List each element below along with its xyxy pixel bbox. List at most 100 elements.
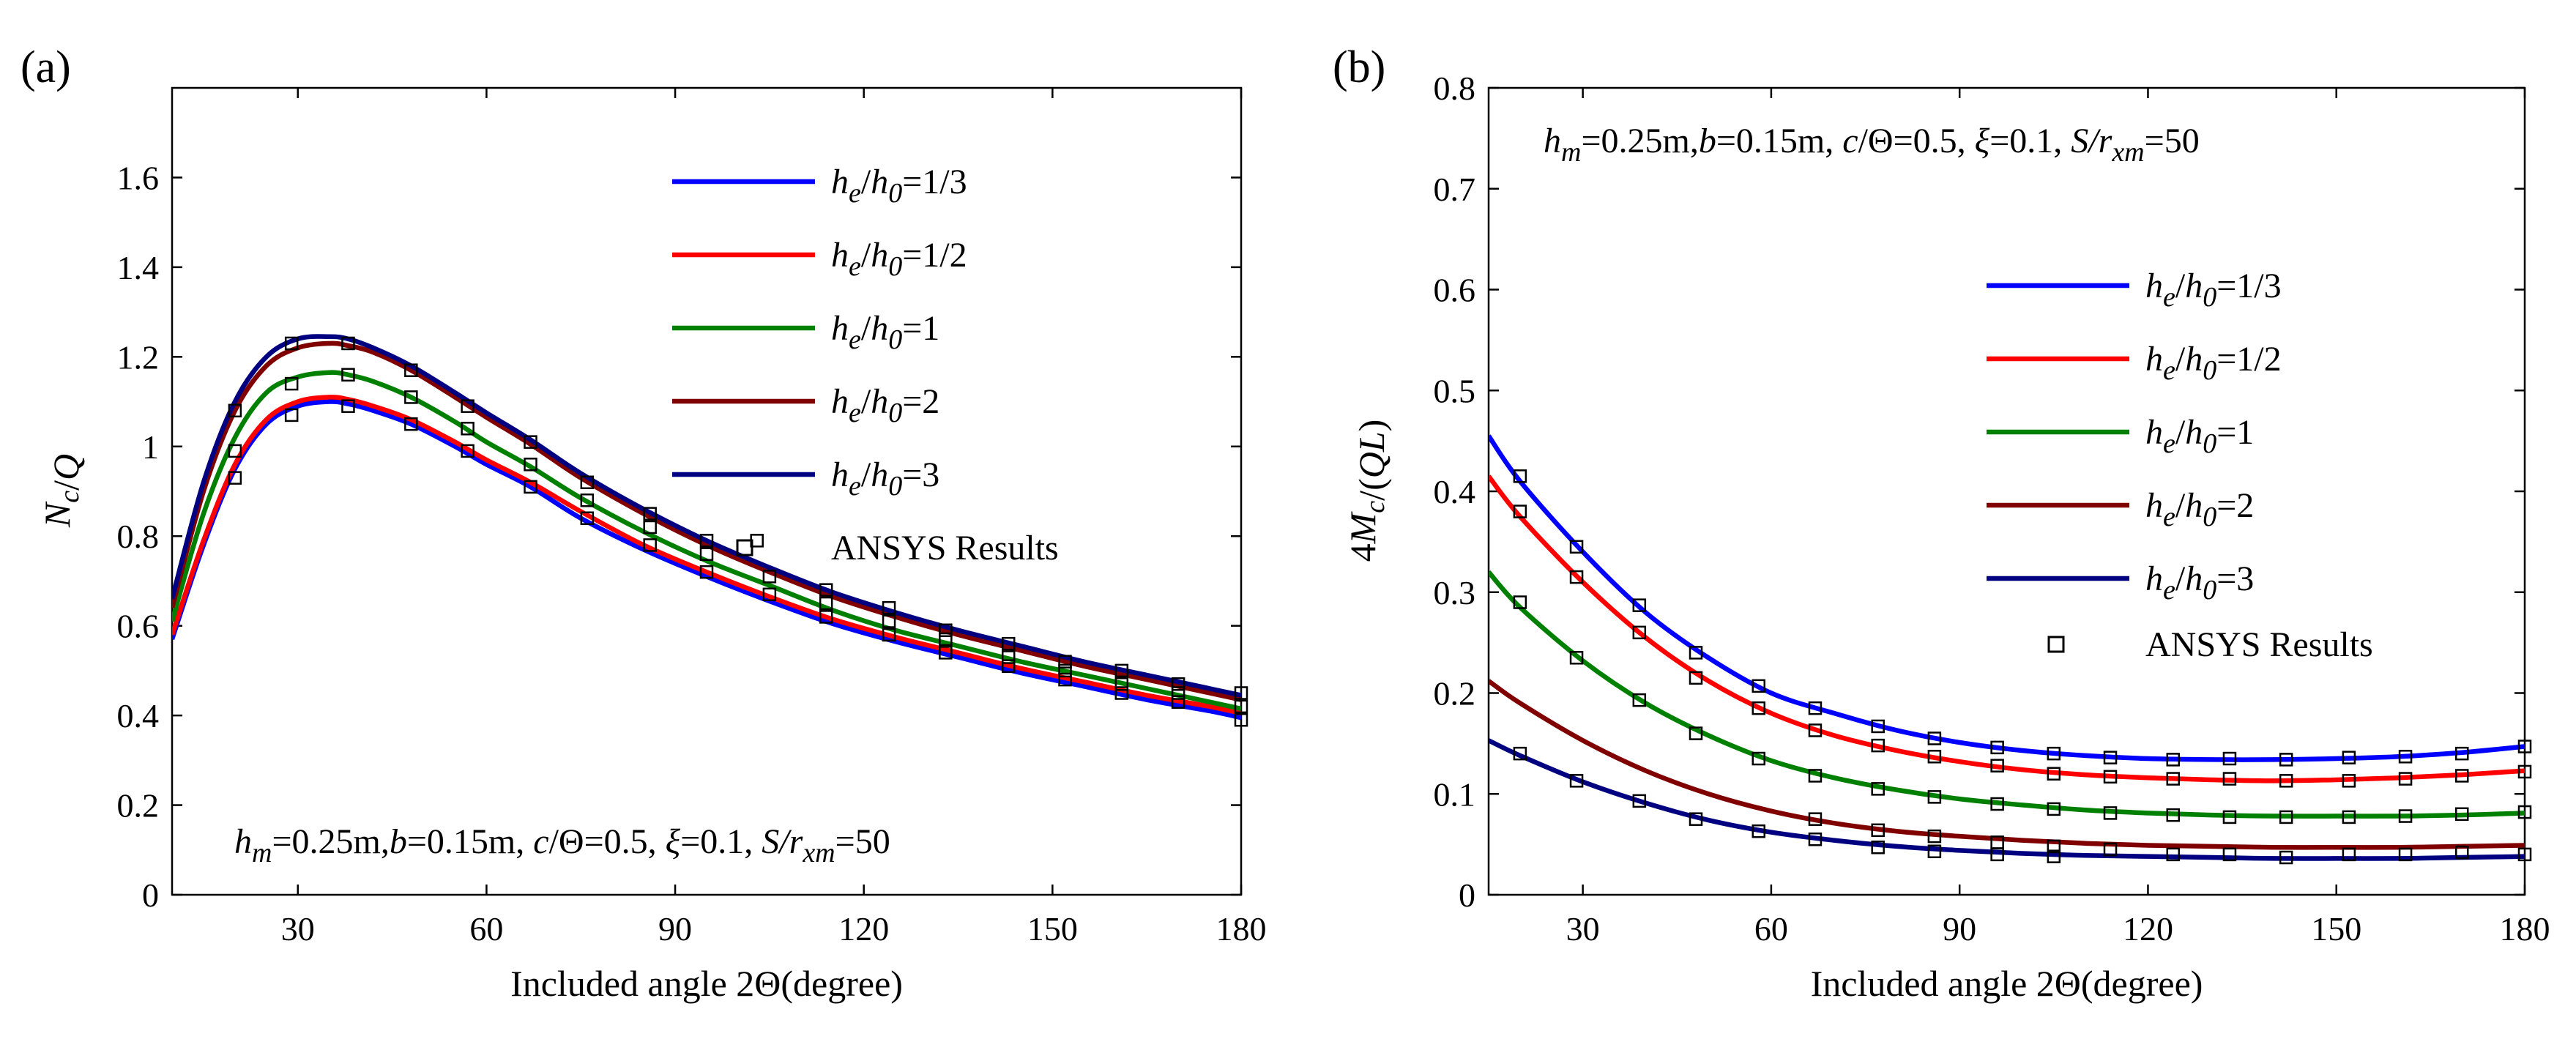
ansys-marker <box>1114 663 1129 678</box>
x-tick-label: 180 <box>2500 910 2550 947</box>
params-annotation: hm=0.25m,b=0.15m, c/Θ=0.5, ξ=0.1, S/rxm=… <box>1544 122 2200 168</box>
series-line-1 <box>1489 474 2525 783</box>
y-tick-label: 0.1 <box>1434 775 1476 813</box>
ansys-marker <box>1808 832 1823 846</box>
ansys-marker <box>643 538 657 552</box>
legend-ansys-marker <box>2047 636 2065 653</box>
ansys-marker <box>1632 598 1647 612</box>
ansys-marker <box>341 368 355 382</box>
x-axis-label: Included angle 2Θ(degree) <box>1811 963 2203 1004</box>
ansys-marker <box>762 587 777 602</box>
ansys-marker <box>2517 847 2532 862</box>
ansys-marker <box>1513 504 1527 518</box>
ansys-marker <box>1990 847 2004 862</box>
ansys-marker <box>2047 802 2061 816</box>
y-axis-label: Nc/Q <box>37 454 86 528</box>
ansys-marker <box>1927 731 1942 745</box>
ansys-marker <box>699 534 714 548</box>
y-axis-label: 4Mc/(QL) <box>1342 420 1392 562</box>
y-tick-label: 0.5 <box>1434 372 1476 409</box>
ansys-marker <box>1927 829 1942 844</box>
ansys-marker <box>2342 751 2356 764</box>
ansys-marker <box>1808 701 1823 715</box>
ansys-marker <box>2342 847 2356 862</box>
ansys-marker <box>2279 774 2293 788</box>
y-tick-label: 1.4 <box>117 249 160 286</box>
y-tick-label: 0.7 <box>1434 171 1476 208</box>
ansys-marker <box>1632 794 1647 808</box>
panel-label: (a) <box>21 42 71 92</box>
x-tick-label: 30 <box>1566 910 1600 947</box>
x-tick-label: 90 <box>658 910 692 947</box>
ansys-marker <box>1001 650 1016 664</box>
ansys-marker <box>1871 823 1885 838</box>
ansys-marker <box>1808 723 1823 737</box>
legend-label-3: he/h0=2 <box>831 382 939 428</box>
series-line-3 <box>172 340 1241 702</box>
ansys-marker <box>2279 810 2293 824</box>
ansys-marker <box>1752 824 1766 838</box>
y-tick-label: 0.4 <box>1434 473 1476 510</box>
ansys-marker <box>2454 845 2469 860</box>
ansys-marker <box>1569 651 1584 665</box>
legend-label-2: he/h0=1 <box>2145 413 2254 459</box>
x-tick-label: 150 <box>2311 910 2361 947</box>
y-tick-label: 0.8 <box>1434 70 1476 107</box>
ansys-marker <box>341 399 355 413</box>
y-tick-label: 0.8 <box>117 518 160 555</box>
y-tick-label: 1.6 <box>117 159 160 196</box>
ansys-marker <box>643 520 657 535</box>
ansys-marker <box>2103 751 2118 764</box>
ansys-marker <box>1569 570 1584 584</box>
ansys-marker <box>2279 850 2293 865</box>
x-axis-label: Included angle 2Θ(degree) <box>510 963 903 1004</box>
legend-label-1: he/h0=1/2 <box>831 236 967 282</box>
ansys-marker <box>1689 646 1703 660</box>
y-tick-label: 0.2 <box>117 787 160 824</box>
ansys-marker <box>2517 740 2532 753</box>
x-tick-label: 120 <box>838 910 889 947</box>
legend-label-4: he/h0=3 <box>2145 559 2254 606</box>
legend-ansys-label: ANSYS Results <box>2145 625 2373 664</box>
x-tick-label: 90 <box>1943 910 1976 947</box>
ansys-marker <box>1058 672 1072 687</box>
ansys-marker <box>1927 790 1942 804</box>
ansys-marker <box>1871 738 1885 753</box>
ansys-marker <box>228 444 242 458</box>
y-tick-label: 1.2 <box>117 338 160 376</box>
ansys-marker <box>1569 540 1584 554</box>
ansys-marker <box>1871 841 1885 854</box>
ansys-marker <box>1752 679 1766 693</box>
ansys-marker <box>2047 746 2061 761</box>
ansys-marker <box>580 511 595 525</box>
y-tick-label: 0.3 <box>1434 574 1476 611</box>
params-annotation: hm=0.25m,b=0.15m, c/Θ=0.5, ξ=0.1, S/rxm=… <box>234 822 890 868</box>
ansys-marker <box>2166 808 2181 822</box>
ansys-marker <box>1171 677 1185 691</box>
ansys-marker <box>2279 753 2293 767</box>
ansys-marker <box>1171 686 1185 700</box>
ansys-marker <box>284 376 299 391</box>
ansys-marker <box>882 614 896 628</box>
ansys-marker <box>2103 842 2118 857</box>
legend-label-0: he/h0=1/3 <box>2145 267 2282 313</box>
ansys-marker <box>2047 849 2061 863</box>
ansys-marker <box>1632 625 1647 640</box>
ansys-marker <box>2103 770 2118 784</box>
ansys-marker <box>1871 719 1885 734</box>
ansys-marker <box>1871 782 1885 796</box>
ansys-marker <box>1513 746 1527 761</box>
ansys-marker <box>1001 636 1016 651</box>
ansys-marker <box>2454 807 2469 822</box>
ansys-marker <box>2398 772 2413 786</box>
ansys-marker <box>1990 740 2004 755</box>
ansys-marker <box>404 390 418 404</box>
ansys-marker <box>2047 767 2061 781</box>
chart-panel-a: 30 60 90 120 150 180 0 0.2 0.4 0.6 0.8 1 1.2 1.4 1.6 In… <box>21 42 1267 1004</box>
ansys-marker <box>699 547 714 561</box>
ansys-marker <box>1513 469 1527 483</box>
ansys-marker <box>461 444 474 458</box>
ansys-marker <box>228 403 242 418</box>
ansys-marker <box>1001 659 1016 674</box>
